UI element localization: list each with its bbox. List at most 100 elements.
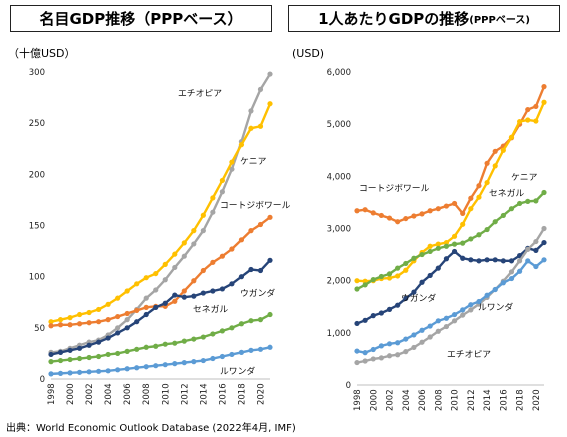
right-point-cotedivoire <box>451 200 458 207</box>
left-chart-title-text: 名目GDP推移（PPPベース） <box>39 10 243 28</box>
right-point-uganda <box>484 257 490 263</box>
right-point-uganda <box>508 258 515 264</box>
right-series-lines <box>354 84 547 366</box>
left-point-senegal <box>200 334 206 340</box>
right-point-uganda <box>517 253 523 259</box>
left-point-cotedivoire <box>238 237 245 243</box>
left-point-kenya <box>124 288 130 294</box>
right-point-uganda <box>403 295 409 302</box>
left-point-rwanda <box>134 365 140 371</box>
right-point-cotedivoire <box>354 208 360 214</box>
left-point-uganda <box>153 304 159 310</box>
right-x-ticks: 1998 2000 2002 2004 2006 2008 2010 2012 2014 2016… <box>353 389 542 411</box>
right-point-senegal <box>435 245 441 251</box>
left-point-ethiopia <box>181 253 187 259</box>
right-point-rwanda <box>395 340 401 346</box>
left-y-tick-label: 0 <box>40 375 45 385</box>
left-point-senegal <box>57 357 64 364</box>
left-point-uganda <box>134 319 140 325</box>
right-point-ethiopia <box>443 323 450 330</box>
left-point-uganda <box>115 330 121 336</box>
right-point-cotedivoire <box>525 106 531 113</box>
left-point-uganda <box>200 290 206 296</box>
right-series-kenya <box>354 99 547 284</box>
left-x-tick-label: 2002 <box>85 383 95 405</box>
left-point-ethiopia <box>191 241 197 247</box>
right-point-senegal <box>386 271 393 277</box>
right-point-uganda <box>476 258 482 264</box>
left-point-rwanda <box>57 370 64 376</box>
left-point-rwanda <box>105 368 111 374</box>
right-point-kenya <box>395 273 401 279</box>
right-point-uganda <box>443 256 450 262</box>
right-point-kenya <box>476 194 482 200</box>
right-x-tick-label: 2012 <box>467 389 477 411</box>
right-point-cotedivoire <box>419 211 425 217</box>
left-point-kenya <box>181 240 187 246</box>
left-point-kenya <box>105 301 111 307</box>
left-point-kenya <box>76 311 83 318</box>
left-point-uganda <box>162 300 168 306</box>
right-point-cotedivoire <box>395 219 401 225</box>
left-x-tick-label: 2014 <box>199 383 209 405</box>
right-point-senegal <box>427 248 433 255</box>
left-x-tick-label: 1998 <box>47 383 57 405</box>
left-series-lines <box>48 71 273 377</box>
right-point-senegal <box>395 265 401 271</box>
left-point-cotedivoire <box>257 221 264 228</box>
right-point-kenya <box>492 163 498 169</box>
left-point-uganda <box>124 325 130 331</box>
left-point-rwanda <box>191 359 197 365</box>
right-point-senegal <box>460 240 466 246</box>
left-y-unit: （十億USD） <box>8 46 76 60</box>
right-point-uganda <box>370 313 376 319</box>
right-point-rwanda <box>443 315 450 321</box>
right-point-senegal <box>541 189 547 196</box>
right-point-kenya <box>517 118 523 125</box>
left-point-senegal <box>248 318 254 324</box>
left-point-uganda <box>210 288 216 294</box>
left-series-line-cotedivoire <box>50 216 271 327</box>
left-point-rwanda <box>115 367 121 373</box>
left-point-senegal <box>257 317 264 323</box>
left-point-rwanda <box>67 370 73 376</box>
left-point-senegal <box>229 325 235 331</box>
left-point-kenya <box>86 309 92 316</box>
right-point-kenya <box>386 275 393 281</box>
left-x-tick-label: 2004 <box>104 383 114 405</box>
right-point-ethiopia <box>468 307 474 313</box>
left-point-ethiopia <box>229 166 235 172</box>
right-point-uganda <box>386 306 393 312</box>
left-point-ethiopia <box>162 277 168 283</box>
right-label-ethiopia: エチオピア <box>447 349 491 360</box>
left-point-rwanda <box>153 363 159 369</box>
right-point-uganda <box>541 239 547 246</box>
left-point-cotedivoire <box>96 319 102 325</box>
right-point-rwanda <box>411 332 417 338</box>
right-point-rwanda <box>508 275 515 282</box>
right-point-ethiopia <box>411 344 417 351</box>
left-point-uganda <box>143 311 149 318</box>
right-point-rwanda <box>386 341 393 347</box>
right-point-rwanda <box>378 343 384 349</box>
right-series-line-rwanda <box>356 258 545 354</box>
left-point-senegal <box>267 311 273 318</box>
right-y-tick-label: 1,000 <box>327 329 351 339</box>
right-point-rwanda <box>460 307 466 313</box>
left-point-cotedivoire <box>200 267 206 274</box>
right-point-ethiopia <box>533 238 539 245</box>
right-point-senegal <box>500 212 506 219</box>
right-point-kenya <box>362 278 368 284</box>
left-point-kenya <box>248 125 254 131</box>
left-y-tick-label: 50 <box>34 324 45 334</box>
left-point-senegal <box>191 336 197 342</box>
left-point-rwanda <box>210 355 216 362</box>
left-point-kenya <box>191 228 197 234</box>
right-point-ethiopia <box>362 358 368 364</box>
right-point-senegal <box>492 219 498 225</box>
left-x-tick-label: 2018 <box>237 383 247 405</box>
right-x-tick-label: 2008 <box>434 389 444 411</box>
right-x-tick-label: 2014 <box>483 389 493 411</box>
right-point-ethiopia <box>460 312 466 318</box>
left-x-tick-label: 2006 <box>123 383 133 405</box>
